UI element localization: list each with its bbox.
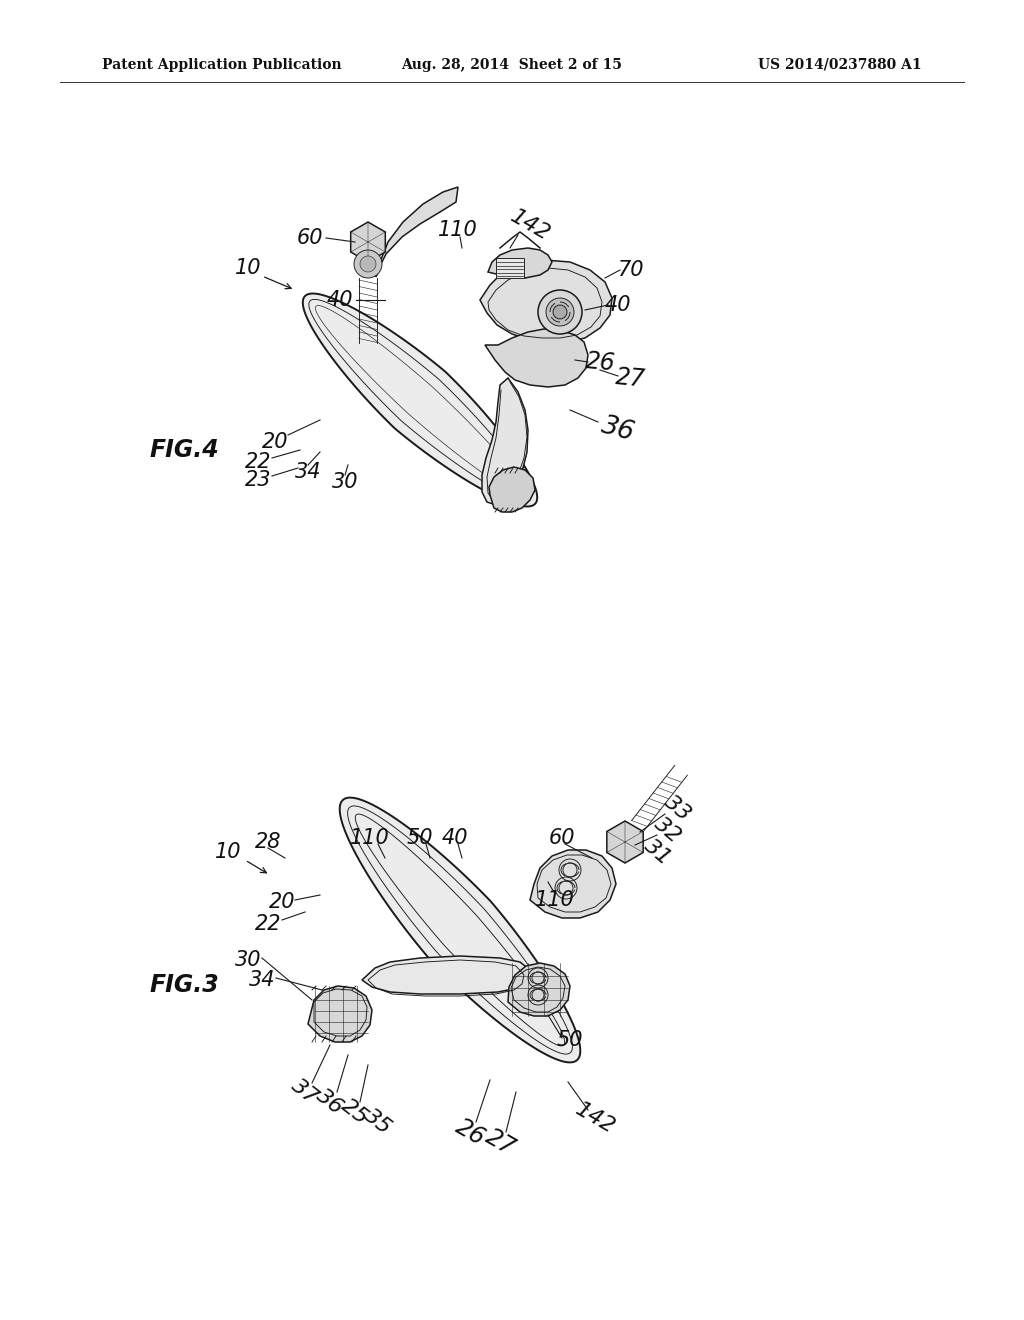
Text: 27: 27 — [614, 364, 646, 391]
Text: FIG.4: FIG.4 — [150, 438, 220, 462]
Text: 20: 20 — [268, 892, 295, 912]
Text: 26: 26 — [451, 1114, 489, 1150]
Text: FIG.3: FIG.3 — [150, 973, 220, 997]
Circle shape — [354, 249, 382, 279]
Text: 20: 20 — [262, 432, 288, 451]
Text: 110: 110 — [350, 828, 390, 847]
Text: 142: 142 — [507, 206, 553, 244]
Polygon shape — [376, 187, 458, 277]
Text: US 2014/0237880 A1: US 2014/0237880 A1 — [759, 58, 922, 73]
Text: 110: 110 — [438, 220, 478, 240]
Text: 23: 23 — [245, 470, 271, 490]
Text: 37: 37 — [288, 1076, 323, 1109]
Text: 27: 27 — [481, 1125, 519, 1160]
Text: 32: 32 — [650, 813, 685, 846]
Text: 33: 33 — [660, 791, 695, 825]
Polygon shape — [508, 964, 570, 1016]
Text: 36: 36 — [312, 1085, 347, 1118]
Polygon shape — [488, 248, 552, 279]
Polygon shape — [530, 850, 616, 917]
Circle shape — [360, 256, 376, 272]
Circle shape — [553, 305, 567, 319]
Text: 26: 26 — [584, 348, 616, 375]
Polygon shape — [489, 467, 535, 512]
Text: 10: 10 — [234, 257, 261, 279]
Text: 50: 50 — [557, 1030, 584, 1049]
Text: 50: 50 — [407, 828, 433, 847]
Polygon shape — [308, 986, 372, 1041]
Text: 10: 10 — [215, 842, 242, 862]
Polygon shape — [480, 260, 612, 342]
Text: 142: 142 — [571, 1098, 618, 1138]
Text: 25: 25 — [338, 1096, 373, 1129]
Text: Aug. 28, 2014  Sheet 2 of 15: Aug. 28, 2014 Sheet 2 of 15 — [401, 58, 623, 73]
Polygon shape — [362, 956, 530, 994]
Text: 28: 28 — [255, 832, 282, 851]
Circle shape — [538, 290, 582, 334]
Polygon shape — [607, 821, 643, 863]
Polygon shape — [303, 293, 538, 507]
Polygon shape — [350, 222, 385, 261]
Polygon shape — [482, 378, 528, 506]
Text: 34: 34 — [249, 970, 275, 990]
Circle shape — [546, 298, 574, 326]
Text: 60: 60 — [549, 828, 575, 847]
Text: 40: 40 — [327, 290, 353, 310]
Text: 40: 40 — [605, 294, 631, 315]
Text: 60: 60 — [297, 228, 324, 248]
Text: 22: 22 — [245, 451, 271, 473]
Polygon shape — [496, 257, 524, 279]
Text: 36: 36 — [598, 413, 638, 447]
Text: Patent Application Publication: Patent Application Publication — [102, 58, 342, 73]
Text: 30: 30 — [234, 950, 261, 970]
Text: 70: 70 — [616, 260, 643, 280]
Text: 35: 35 — [360, 1105, 395, 1139]
Text: 30: 30 — [332, 473, 358, 492]
Polygon shape — [340, 797, 581, 1063]
Text: 31: 31 — [641, 836, 675, 869]
Text: 110: 110 — [536, 890, 574, 909]
Polygon shape — [485, 329, 588, 387]
Text: 22: 22 — [255, 913, 282, 935]
Text: 34: 34 — [295, 462, 322, 482]
Text: 40: 40 — [441, 828, 468, 847]
